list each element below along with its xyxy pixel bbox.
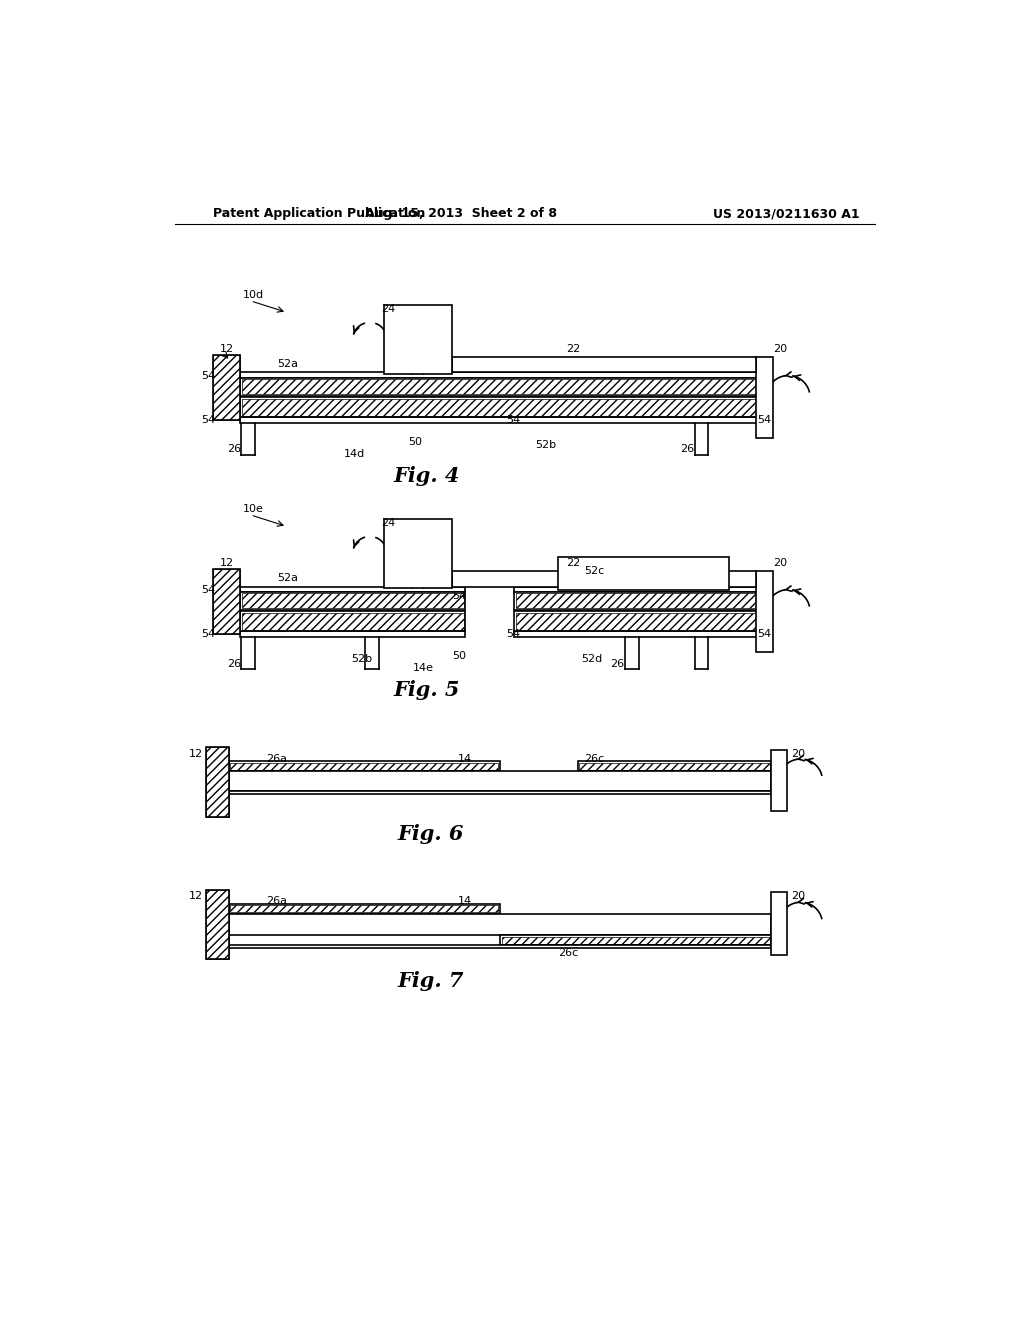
Text: 24: 24 — [381, 305, 395, 314]
Bar — [514, 631, 771, 636]
Text: 10e: 10e — [243, 504, 263, 513]
Bar — [241, 417, 771, 422]
Text: 54: 54 — [758, 416, 771, 425]
Bar — [206, 747, 228, 817]
Bar — [756, 572, 773, 652]
Bar — [213, 569, 241, 635]
Bar — [578, 762, 771, 771]
Text: 24: 24 — [381, 519, 395, 528]
Text: 26c: 26c — [584, 754, 604, 764]
Text: 12: 12 — [188, 891, 203, 902]
Text: 50: 50 — [409, 437, 423, 446]
Text: 54: 54 — [452, 591, 466, 601]
Bar — [230, 906, 499, 912]
Text: 52b: 52b — [351, 653, 373, 664]
Text: 12: 12 — [219, 345, 233, 354]
Bar — [213, 569, 241, 635]
Bar — [500, 936, 771, 945]
Bar — [756, 358, 773, 438]
Text: 50: 50 — [452, 651, 466, 661]
Text: 26: 26 — [610, 659, 625, 668]
Text: 26c: 26c — [558, 948, 579, 958]
Text: US 2013/0211630 A1: US 2013/0211630 A1 — [713, 207, 860, 220]
Bar — [515, 594, 770, 609]
Bar — [514, 586, 771, 591]
Bar — [242, 612, 464, 630]
Bar — [213, 355, 241, 420]
Bar — [515, 612, 770, 630]
Text: 52d: 52d — [582, 653, 603, 664]
Bar — [228, 945, 771, 949]
Bar — [771, 892, 786, 956]
Text: 22: 22 — [566, 343, 581, 354]
Text: 52c: 52c — [584, 566, 604, 576]
Text: 20: 20 — [773, 557, 787, 568]
Text: 22: 22 — [566, 557, 581, 568]
Bar — [514, 611, 771, 631]
Text: 26: 26 — [227, 659, 242, 668]
Text: 26: 26 — [680, 445, 694, 454]
Bar — [242, 594, 464, 609]
Text: 12: 12 — [219, 558, 233, 569]
Bar — [242, 379, 770, 395]
Bar — [228, 771, 771, 791]
Text: 26: 26 — [227, 445, 242, 454]
Bar — [241, 397, 771, 417]
Bar — [228, 913, 771, 936]
Text: 14e: 14e — [414, 663, 434, 673]
Bar — [241, 372, 771, 378]
Bar — [241, 586, 465, 591]
Bar — [230, 763, 499, 770]
Text: Fig. 5: Fig. 5 — [393, 681, 460, 701]
Bar — [206, 747, 228, 817]
Text: 14: 14 — [458, 896, 471, 907]
Bar — [213, 355, 241, 420]
Bar — [514, 591, 771, 610]
Text: 20: 20 — [791, 891, 805, 902]
Bar — [241, 611, 465, 631]
Text: 52b: 52b — [535, 440, 556, 450]
Text: Fig. 4: Fig. 4 — [393, 466, 460, 486]
Text: 52a: 52a — [278, 573, 299, 583]
Bar — [242, 399, 770, 416]
Text: Aug. 15, 2013  Sheet 2 of 8: Aug. 15, 2013 Sheet 2 of 8 — [366, 207, 557, 220]
Bar — [206, 890, 228, 960]
Bar — [206, 890, 228, 960]
Text: 54: 54 — [202, 630, 216, 639]
Text: 14: 14 — [458, 754, 471, 764]
Text: 54: 54 — [202, 416, 216, 425]
Text: 12: 12 — [188, 748, 203, 759]
Bar — [502, 937, 770, 944]
Text: 54: 54 — [202, 585, 216, 594]
Bar — [579, 763, 770, 770]
Bar — [241, 631, 465, 636]
Text: 26a: 26a — [266, 896, 287, 907]
Text: 20: 20 — [791, 748, 805, 759]
Text: Fig. 6: Fig. 6 — [397, 825, 464, 845]
Bar — [241, 378, 771, 396]
Bar — [384, 305, 452, 374]
Text: 54: 54 — [758, 630, 771, 639]
Text: Fig. 7: Fig. 7 — [397, 970, 464, 991]
Text: 14d: 14d — [343, 449, 365, 459]
Text: Patent Application Publication: Patent Application Publication — [213, 207, 426, 220]
Text: 54: 54 — [202, 371, 216, 380]
Text: 26a: 26a — [266, 754, 287, 764]
Bar — [228, 904, 500, 913]
Bar — [241, 591, 465, 610]
Bar — [771, 750, 786, 812]
Text: 20: 20 — [773, 343, 787, 354]
Bar — [228, 791, 771, 795]
Text: 54: 54 — [506, 416, 520, 425]
Bar — [228, 762, 500, 771]
Bar — [452, 358, 756, 372]
Text: 10d: 10d — [243, 289, 264, 300]
Bar — [452, 572, 756, 586]
Text: 54: 54 — [506, 630, 520, 639]
Text: 52a: 52a — [278, 359, 299, 370]
Bar — [384, 519, 452, 589]
Bar — [558, 557, 729, 590]
